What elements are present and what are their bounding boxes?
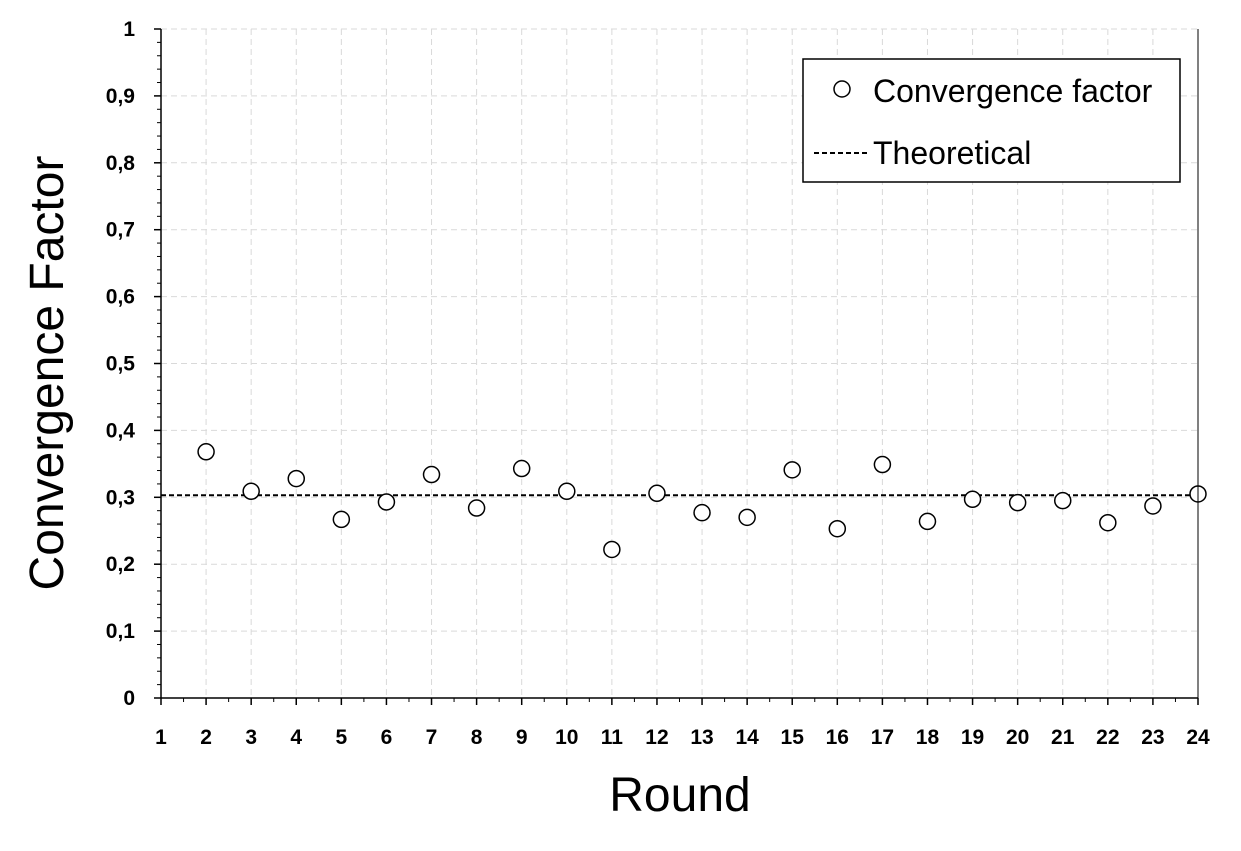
data-point [738,508,756,527]
data-point [873,455,892,474]
x-tick-label: 23 [1141,726,1164,749]
data-point [963,490,982,509]
x-tick-label: 4 [290,726,302,749]
data-point [693,503,711,522]
data-point [648,484,666,503]
x-tick-label: 20 [1006,726,1029,749]
axes [154,28,1199,705]
legend-box [802,58,1181,183]
y-tick-label: 1 [123,18,135,41]
x-tick-label: 9 [516,726,528,749]
legend-label-convergence: Convergence factor [873,73,1153,109]
x-tick-label: 24 [1186,726,1210,749]
x-tick-label: 12 [645,726,668,749]
points-layer [197,443,1207,559]
y-tick-label: 0,1 [106,620,136,643]
data-point [1008,493,1027,512]
x-tick-label: 13 [690,726,713,749]
x-tick-label: 16 [826,726,849,749]
y-tick-label: 0,9 [106,85,135,108]
x-tick-label: 5 [336,726,348,749]
x-axis-title: Round [609,769,750,822]
data-point [332,510,351,529]
x-tick-label: 15 [781,726,805,749]
data-point [828,519,847,538]
x-tick-label: 17 [871,726,894,749]
x-tick-label: 14 [735,726,759,749]
legend: Convergence factor Theoretical [802,58,1181,183]
data-point [512,459,531,478]
y-tick-label: 0,6 [106,286,135,309]
data-point [467,499,486,517]
data-point [603,540,621,559]
data-point [1099,513,1117,532]
data-point [242,482,260,501]
data-point [1053,491,1072,510]
data-point [422,465,441,484]
y-tick-label: 0,3 [106,486,135,509]
y-tick-label: 0,5 [106,353,136,376]
x-tick-label: 6 [381,726,393,749]
x-tick-label: 18 [916,726,940,749]
legend-marker-convergence [833,80,851,98]
y-tick-label: 0,8 [106,152,136,175]
data-point [287,469,306,488]
y-tick-label: 0,7 [106,219,135,242]
tick-labels: 00,10,20,30,40,50,60,70,80,911 2 3 4 5 6 7 8 9 10… [106,18,1210,749]
x-tick-label: 1 [155,726,167,749]
x-tick-label: 8 [471,726,483,749]
data-point [1144,497,1162,515]
x-tick-label: 22 [1096,726,1119,749]
y-tick-label: 0 [123,687,135,710]
data-point [918,512,937,531]
x-tick-label: 21 [1051,726,1075,749]
x-tick-label: 3 [245,726,257,749]
x-tick-label: 10 [555,726,578,749]
x-tick-label: 19 [961,726,984,749]
y-tick-label: 0,4 [106,419,136,442]
x-tick-label: 7 [426,726,438,749]
data-point [783,461,801,479]
data-point [558,482,576,501]
y-axis-title: Convergence Factor [21,156,74,591]
y-tick-label: 0,2 [106,553,135,576]
data-point [377,493,396,511]
x-tick-label: 2 [200,726,212,749]
legend-label-theoretical: Theoretical [873,135,1031,171]
data-point [197,443,215,461]
x-tick-label: 11 [601,726,624,749]
